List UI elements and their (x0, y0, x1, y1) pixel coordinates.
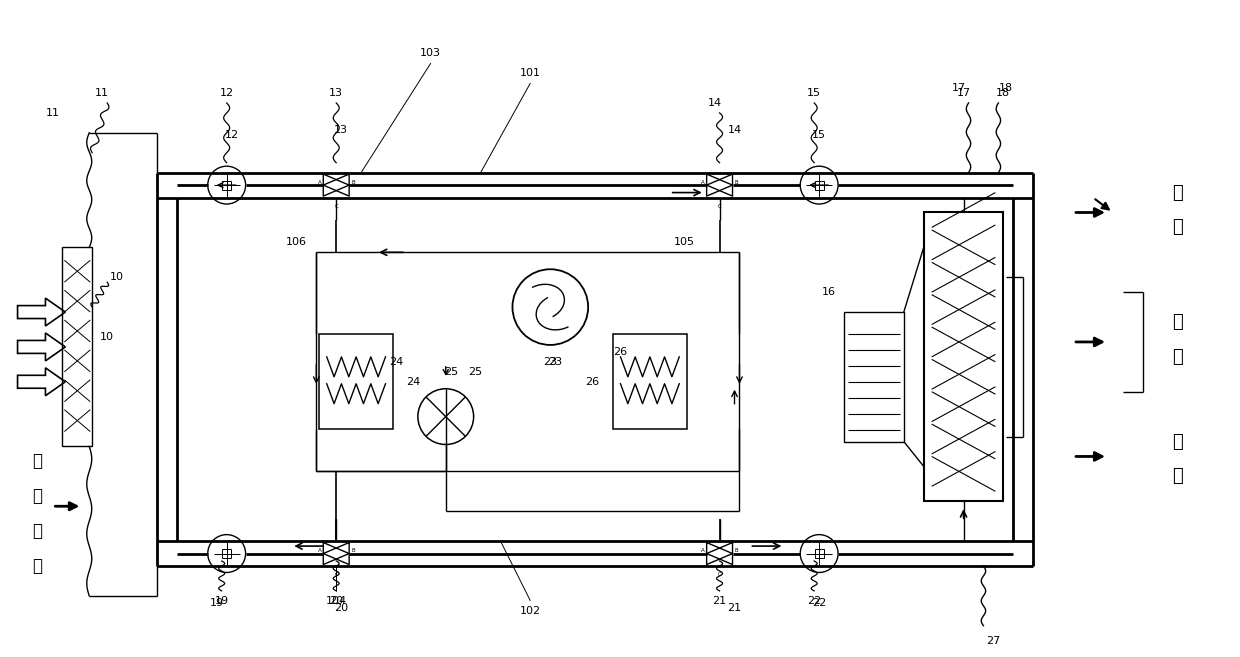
Text: 24: 24 (407, 376, 420, 387)
Text: 11: 11 (95, 88, 109, 98)
Text: 104: 104 (326, 596, 347, 606)
Text: 车: 车 (32, 453, 42, 470)
Text: 18: 18 (999, 83, 1013, 93)
Text: 12: 12 (224, 130, 239, 141)
Text: 20: 20 (329, 596, 343, 606)
Text: 102: 102 (520, 606, 541, 616)
Text: A: A (701, 179, 704, 185)
Text: A: A (701, 548, 704, 553)
Text: 14: 14 (708, 98, 722, 108)
Text: 21: 21 (713, 596, 727, 606)
Text: 27: 27 (986, 636, 1001, 646)
Text: 吹: 吹 (1172, 313, 1183, 331)
Text: 16: 16 (822, 287, 836, 297)
Text: 26: 26 (585, 376, 600, 387)
Text: C: C (335, 204, 339, 209)
Text: 霜: 霜 (1172, 218, 1183, 237)
Text: A: A (317, 179, 321, 185)
Bar (844, 312, 904, 442)
Text: 14: 14 (728, 125, 742, 135)
Text: 19: 19 (210, 599, 223, 608)
Text: 103: 103 (420, 48, 441, 58)
Bar (222, 549, 231, 558)
Text: B: B (734, 179, 738, 185)
Bar (815, 181, 823, 190)
Bar (815, 549, 823, 558)
Bar (924, 212, 1003, 501)
Text: B: B (734, 548, 738, 553)
Text: B: B (351, 179, 355, 185)
Text: 10: 10 (110, 272, 124, 283)
Text: 前: 前 (32, 522, 42, 540)
Text: 除: 除 (1172, 183, 1183, 202)
Text: 25: 25 (469, 367, 482, 377)
Text: 15: 15 (807, 88, 821, 98)
Text: 26: 26 (613, 347, 627, 357)
Text: 22: 22 (812, 599, 826, 608)
Text: 13: 13 (329, 88, 343, 98)
Text: 17: 17 (951, 83, 966, 93)
Text: 18: 18 (996, 88, 1011, 98)
Text: 21: 21 (728, 603, 742, 614)
Text: C: C (718, 204, 722, 209)
Bar (613, 334, 687, 429)
Text: B: B (351, 548, 355, 553)
Bar (222, 181, 231, 190)
Bar (319, 334, 393, 429)
Text: 106: 106 (286, 237, 306, 248)
Text: 脚: 脚 (1172, 467, 1183, 486)
Text: 23: 23 (548, 357, 562, 367)
Text: 19: 19 (215, 596, 228, 606)
Text: 方: 方 (32, 557, 42, 575)
Text: 11: 11 (46, 108, 60, 118)
Text: 23: 23 (543, 357, 557, 367)
Text: 辆: 辆 (32, 487, 42, 505)
Text: 101: 101 (520, 68, 541, 78)
Text: C: C (335, 572, 339, 578)
Text: 24: 24 (389, 357, 403, 367)
Text: 吹: 吹 (1172, 432, 1183, 451)
Text: 22: 22 (807, 596, 821, 606)
Text: C: C (718, 572, 722, 578)
Text: 15: 15 (812, 130, 826, 141)
Text: 12: 12 (219, 88, 233, 98)
Text: 13: 13 (335, 125, 348, 135)
Text: 20: 20 (334, 603, 348, 614)
Text: 17: 17 (956, 88, 971, 98)
Text: 25: 25 (444, 367, 458, 377)
Text: 105: 105 (675, 237, 696, 248)
Text: 10: 10 (100, 332, 114, 342)
Bar (62, 247, 92, 447)
Text: A: A (317, 548, 321, 553)
Text: 面: 面 (1172, 348, 1183, 366)
